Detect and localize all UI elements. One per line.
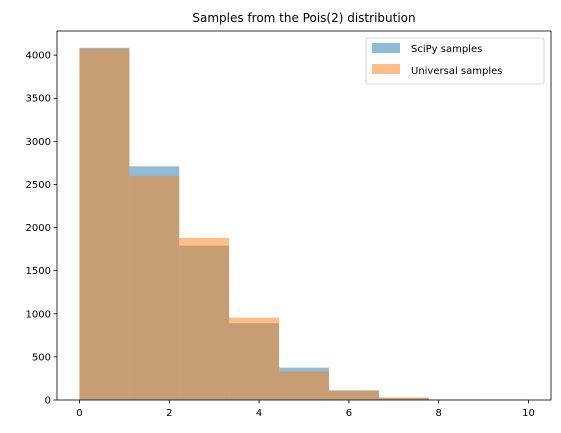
- legend-label-scipy: SciPy samples: [411, 44, 482, 55]
- y-tick-label: 0: [45, 396, 51, 407]
- y-tick-label: 3000: [26, 137, 51, 148]
- legend: SciPy samples Universal samples: [365, 37, 545, 85]
- x-tick-label: 8: [436, 408, 442, 419]
- axes-frame: [56, 30, 552, 401]
- y-tick-label: 2000: [26, 223, 51, 234]
- y-tick-label: 2500: [26, 180, 51, 191]
- y-tick-label: 3500: [26, 94, 51, 105]
- bar-universal-4: [279, 371, 329, 400]
- x-tick-label: 6: [346, 408, 352, 419]
- x-tick-label: 4: [256, 408, 262, 419]
- x-axis: 0 2 4 6 8 10: [76, 400, 535, 419]
- bar-universal-6: [378, 397, 429, 400]
- x-tick-label: 0: [76, 408, 82, 419]
- y-tick-label: 500: [32, 352, 51, 363]
- bar-universal-0: [79, 48, 130, 400]
- bar-universal-1: [129, 175, 180, 400]
- bar-universal-5: [328, 390, 379, 400]
- x-tick-label: 2: [166, 408, 172, 419]
- chart-title: Samples from the Pois(2) distribution: [192, 11, 415, 25]
- bar-universal-2: [179, 237, 230, 400]
- y-tick-label: 1000: [26, 309, 51, 320]
- legend-swatch-universal: [372, 64, 400, 74]
- y-axis: 0 500 1000 1500 2000 2500 3000 3500 4000: [26, 51, 57, 407]
- x-tick-label: 10: [522, 408, 535, 419]
- legend-swatch-scipy: [372, 43, 400, 53]
- legend-label-universal: Universal samples: [411, 66, 502, 77]
- y-tick-label: 1500: [26, 266, 51, 277]
- y-tick-label: 4000: [26, 51, 51, 62]
- bar-universal-3: [229, 317, 280, 400]
- bars-group: [79, 47, 529, 400]
- legend-frame: [365, 37, 545, 85]
